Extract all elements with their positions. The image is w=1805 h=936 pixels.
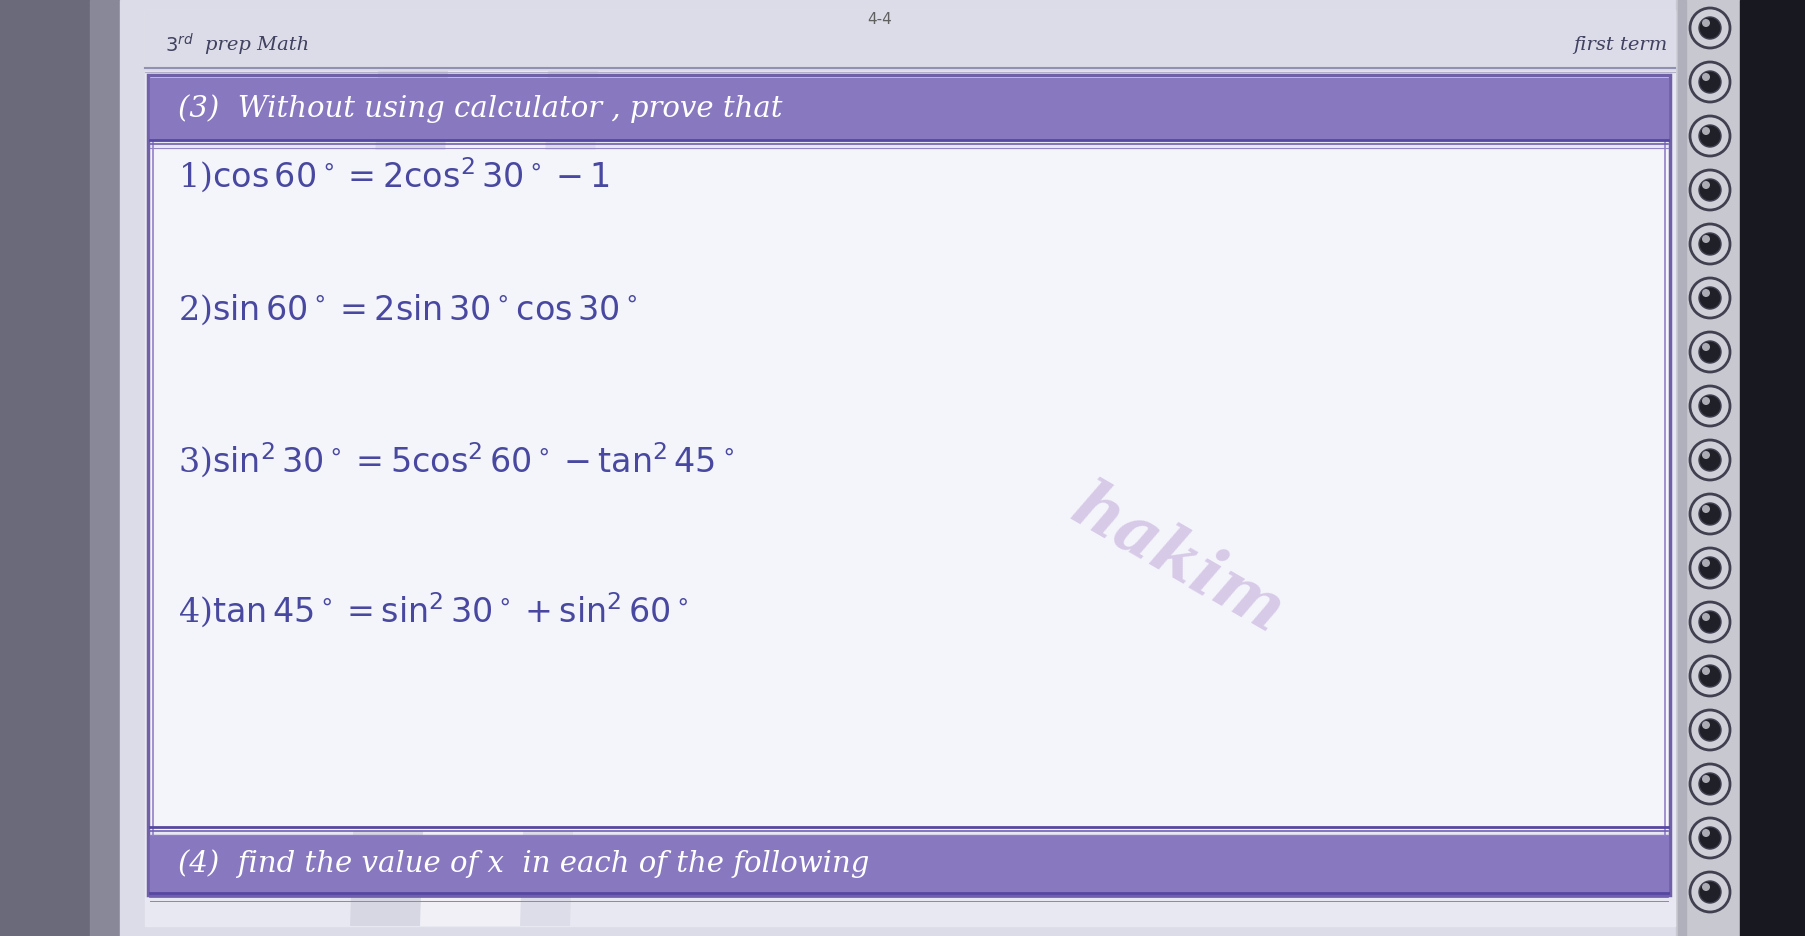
Circle shape: [1699, 395, 1720, 417]
Circle shape: [1699, 611, 1720, 633]
Circle shape: [1689, 818, 1729, 858]
Circle shape: [1699, 125, 1720, 147]
Circle shape: [1699, 719, 1720, 741]
Circle shape: [1700, 451, 1709, 459]
Circle shape: [1699, 449, 1720, 471]
Circle shape: [1689, 710, 1729, 750]
Circle shape: [1699, 773, 1720, 795]
Circle shape: [1699, 179, 1720, 201]
Circle shape: [1700, 829, 1709, 837]
Bar: [90, 0, 119, 936]
Circle shape: [1699, 665, 1720, 687]
Circle shape: [1699, 341, 1720, 363]
Circle shape: [1699, 233, 1720, 255]
Circle shape: [1699, 557, 1720, 579]
Circle shape: [1689, 8, 1729, 48]
Circle shape: [1689, 170, 1729, 210]
Circle shape: [1699, 287, 1720, 309]
Text: 2)$\sin 60^\circ = 2\sin 30^\circ \cos 30^\circ$: 2)$\sin 60^\circ = 2\sin 30^\circ \cos 3…: [179, 293, 637, 328]
Circle shape: [1700, 235, 1709, 243]
Circle shape: [1700, 505, 1709, 513]
Circle shape: [1700, 127, 1709, 135]
Text: (4)  find the value of x  in each of the following: (4) find the value of x in each of the f…: [179, 850, 868, 878]
Bar: [1677, 0, 1686, 936]
Circle shape: [1700, 721, 1709, 729]
Circle shape: [1700, 775, 1709, 783]
Text: 3)$\sin^2 30^\circ = 5\cos^2 60^\circ - \tan^2 45^\circ$: 3)$\sin^2 30^\circ = 5\cos^2 60^\circ - …: [179, 440, 733, 479]
Bar: [150, 78, 1668, 140]
Circle shape: [1700, 289, 1709, 297]
Circle shape: [1689, 224, 1729, 264]
Bar: [0, 0, 119, 936]
Text: (3)  Without using calculator , prove that: (3) Without using calculator , prove tha…: [179, 95, 782, 124]
Bar: [119, 0, 1689, 936]
Circle shape: [1689, 602, 1729, 642]
Bar: [1675, 0, 1805, 936]
Circle shape: [1700, 559, 1709, 567]
Circle shape: [1699, 503, 1720, 525]
Circle shape: [1689, 116, 1729, 156]
Polygon shape: [520, 10, 599, 926]
Bar: [144, 10, 1673, 926]
Circle shape: [1699, 17, 1720, 39]
Circle shape: [1689, 62, 1729, 102]
Text: 4)$\tan 45^\circ = \sin^2 30^\circ + \sin^2 60^\circ$: 4)$\tan 45^\circ = \sin^2 30^\circ + \si…: [179, 591, 688, 630]
Text: first term: first term: [1572, 36, 1666, 54]
Polygon shape: [421, 10, 551, 926]
Bar: [150, 150, 1668, 830]
Bar: [150, 835, 1668, 893]
Text: hakim: hakim: [1060, 474, 1294, 647]
Text: 1)$\cos 60^\circ = 2\cos^2 30^\circ - 1$: 1)$\cos 60^\circ = 2\cos^2 30^\circ - 1$: [179, 155, 610, 195]
Circle shape: [1689, 548, 1729, 588]
Polygon shape: [350, 10, 449, 926]
Circle shape: [1689, 494, 1729, 534]
Circle shape: [1689, 656, 1729, 696]
Circle shape: [1689, 278, 1729, 318]
Circle shape: [1700, 73, 1709, 81]
Circle shape: [1700, 343, 1709, 351]
Circle shape: [1700, 397, 1709, 405]
Circle shape: [1689, 764, 1729, 804]
Circle shape: [1700, 667, 1709, 675]
Bar: [1738, 0, 1805, 936]
Bar: [144, 10, 1673, 70]
Text: 4-4: 4-4: [866, 12, 892, 27]
Text: prep Math: prep Math: [206, 36, 309, 54]
Circle shape: [1689, 332, 1729, 372]
Circle shape: [1699, 71, 1720, 93]
Circle shape: [1699, 827, 1720, 849]
Circle shape: [1700, 19, 1709, 27]
Circle shape: [1689, 386, 1729, 426]
Circle shape: [1689, 872, 1729, 912]
Circle shape: [1699, 881, 1720, 903]
Circle shape: [1700, 181, 1709, 189]
Circle shape: [1700, 883, 1709, 891]
Circle shape: [1689, 440, 1729, 480]
Circle shape: [1700, 613, 1709, 621]
Text: $3^{rd}$: $3^{rd}$: [164, 34, 193, 56]
